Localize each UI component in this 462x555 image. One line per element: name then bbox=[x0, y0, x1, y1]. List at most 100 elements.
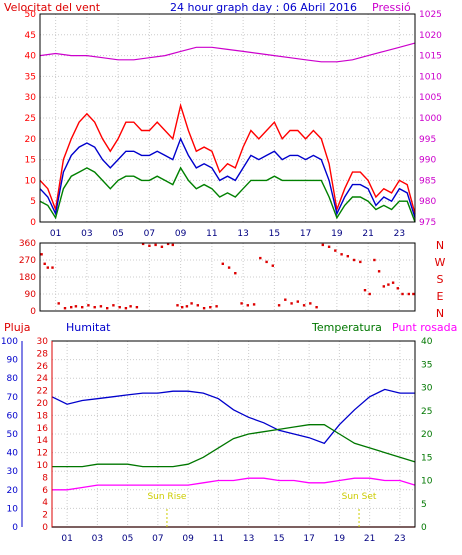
direction-tick-label: 90 bbox=[25, 290, 37, 300]
compass-label: E bbox=[437, 290, 444, 303]
direction-point bbox=[171, 243, 174, 247]
rain-tick-label: 8 bbox=[42, 473, 48, 483]
direction-point bbox=[99, 305, 103, 308]
temperature-tick-label: 25 bbox=[421, 407, 432, 417]
direction-point bbox=[327, 245, 331, 248]
direction-point bbox=[334, 249, 337, 252]
pressure-tick-label: 1000 bbox=[419, 114, 442, 124]
compass-label: N bbox=[436, 307, 444, 320]
direction-point bbox=[190, 302, 193, 305]
series-line-pressure bbox=[39, 42, 416, 63]
series-line-humidity bbox=[51, 388, 415, 445]
direction-tick-label: 0 bbox=[30, 307, 36, 317]
direction-point bbox=[160, 245, 164, 248]
hour-tick-label: 13 bbox=[243, 534, 254, 544]
direction-point bbox=[129, 305, 132, 308]
rain-tick-label: 14 bbox=[37, 436, 49, 446]
direction-point bbox=[46, 266, 49, 269]
series-line-temperature bbox=[52, 424, 416, 468]
direction-panel-frame bbox=[39, 242, 416, 312]
humidity-tick-label: 90 bbox=[7, 356, 19, 366]
pressure-tick-label: 980 bbox=[419, 197, 436, 207]
wind-tick-label: 45 bbox=[25, 31, 36, 41]
hour-tick-label: 23 bbox=[394, 534, 405, 544]
pressure-axis: 975 980 985 990 995 1000 1005 1010 1015 1020 1025 bbox=[419, 10, 442, 228]
humidity-label: Humitat bbox=[66, 321, 111, 334]
direction-point bbox=[166, 242, 170, 246]
direction-point bbox=[401, 292, 404, 296]
humidity-tick-label: 50 bbox=[7, 430, 19, 440]
direction-point bbox=[93, 306, 96, 309]
temperature-label: Temperatura bbox=[311, 321, 382, 334]
direction-point bbox=[296, 300, 299, 303]
direction-point bbox=[181, 306, 184, 309]
rain-tick-label: 24 bbox=[37, 374, 49, 384]
pressure-tick-label: 1025 bbox=[419, 10, 442, 20]
direction-point bbox=[185, 305, 189, 308]
hour-tick-label: 23 bbox=[394, 229, 405, 239]
humidity-tick-label: 70 bbox=[7, 393, 19, 403]
direction-point bbox=[271, 264, 274, 267]
rain-tick-label: 28 bbox=[37, 349, 49, 359]
direction-point bbox=[148, 244, 151, 247]
humidity-tick-label: 60 bbox=[7, 411, 19, 421]
direction-point bbox=[352, 258, 356, 262]
temperature-tick-label: 35 bbox=[421, 360, 432, 370]
hour-tick-label: 07 bbox=[152, 534, 163, 544]
direction-point bbox=[70, 306, 73, 309]
pressure-tick-label: 1020 bbox=[419, 31, 442, 41]
humidity-axis: 0 10 20 30 40 50 60 70 80 90 100 bbox=[1, 337, 18, 533]
hour-tick-label: 09 bbox=[175, 229, 187, 239]
dewpoint-label: Punt rosada bbox=[392, 321, 457, 334]
direction-point bbox=[81, 306, 84, 309]
rain-tick-label: 10 bbox=[37, 461, 49, 471]
direction-point bbox=[377, 270, 381, 273]
direction-point bbox=[277, 304, 281, 307]
wind-tick-label: 15 bbox=[25, 156, 36, 166]
rain-tick-label: 20 bbox=[37, 399, 49, 409]
wind-tick-label: 20 bbox=[25, 135, 37, 145]
pressure-tick-label: 995 bbox=[419, 135, 436, 145]
direction-point bbox=[373, 258, 376, 262]
pressure-label: Pressió bbox=[372, 1, 411, 14]
temperature-tick-label: 30 bbox=[421, 384, 433, 394]
rain-tick-label: 22 bbox=[37, 387, 48, 397]
pressure-tick-label: 1005 bbox=[419, 93, 442, 103]
direction-point bbox=[315, 306, 318, 309]
direction-point bbox=[407, 292, 410, 296]
humidity-tick-label: 40 bbox=[7, 449, 19, 459]
humidity-tick-label: 10 bbox=[7, 504, 19, 514]
pressure-tick-label: 975 bbox=[419, 218, 436, 228]
direction-point bbox=[40, 253, 43, 256]
direction-point bbox=[302, 304, 306, 307]
direction-axis: 0 90 180 270 360 bbox=[19, 239, 36, 317]
humidity-tick-label: 0 bbox=[12, 523, 18, 533]
direction-point bbox=[112, 304, 115, 307]
direction-point bbox=[346, 255, 349, 258]
wind-tick-label: 0 bbox=[30, 218, 36, 228]
direction-point bbox=[363, 289, 367, 292]
rain-tick-label: 6 bbox=[42, 486, 48, 496]
direction-point bbox=[202, 307, 206, 310]
series-line-avg bbox=[39, 136, 416, 219]
wind-tick-label: 40 bbox=[25, 52, 37, 62]
pressure-tick-label: 1015 bbox=[419, 52, 442, 62]
direction-point bbox=[412, 292, 415, 296]
hour-tick-label: 11 bbox=[206, 229, 217, 239]
hour-tick-label: 05 bbox=[112, 229, 123, 239]
direction-point bbox=[51, 266, 54, 269]
humidity-tick-label: 30 bbox=[7, 467, 19, 477]
direction-point bbox=[259, 256, 262, 260]
direction-point bbox=[106, 307, 109, 310]
direction-point bbox=[265, 260, 268, 264]
temperature-tick-label: 5 bbox=[421, 500, 427, 510]
direction-point bbox=[221, 262, 224, 265]
direction-tick-label: 360 bbox=[19, 239, 36, 249]
temperature-tick-label: 15 bbox=[421, 453, 432, 463]
rain-tick-label: 26 bbox=[37, 362, 49, 372]
wind-tick-label: 50 bbox=[25, 10, 37, 20]
hour-tick-label: 17 bbox=[303, 534, 314, 544]
sun-markers: Sun Rise Sun Set bbox=[147, 492, 377, 527]
direction-point bbox=[387, 283, 390, 286]
